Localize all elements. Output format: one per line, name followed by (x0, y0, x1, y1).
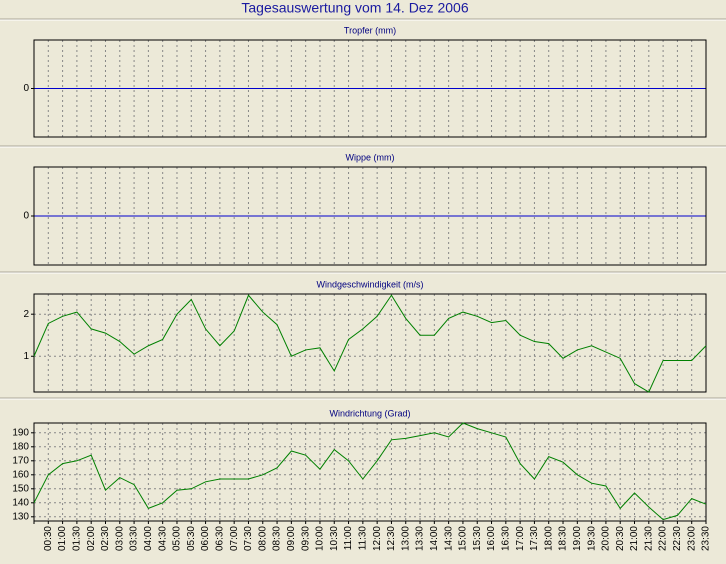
x-tick-label: 06:30 (215, 526, 226, 551)
x-tick-label: 00:30 (43, 526, 54, 551)
plot-frame (33, 293, 707, 393)
plot-frame (33, 39, 707, 138)
y-tick-label: 0 (23, 211, 29, 222)
y-tick-label: 2 (23, 309, 29, 320)
x-tick-label: 19:30 (586, 526, 597, 551)
y-tick-label: 130 (12, 511, 29, 522)
x-tick-label: 08:30 (272, 526, 283, 551)
y-tick-label: 0 (23, 83, 29, 94)
x-tick-label: 18:30 (558, 526, 569, 551)
x-tick-label: 05:30 (186, 526, 197, 551)
x-tick-label: 06:00 (200, 526, 211, 551)
x-tick-label: 08:00 (257, 526, 268, 551)
y-tick-label: 140 (12, 497, 29, 508)
x-tick-label: 09:00 (286, 526, 297, 551)
data-line (33, 422, 707, 521)
x-tick-label: 14:30 (443, 526, 454, 551)
x-tick-label: 17:30 (529, 526, 540, 551)
x-tick-label: 05:00 (172, 526, 183, 551)
y-tick-label: 150 (12, 483, 29, 494)
x-tick-label: 01:00 (57, 526, 68, 551)
x-tick-label: 20:30 (615, 526, 626, 551)
x-tick-label: 02:00 (86, 526, 97, 551)
plot-frame (33, 422, 707, 522)
x-tick-label: 03:00 (114, 526, 125, 551)
x-tick-label: 16:30 (500, 526, 511, 551)
x-tick-label: 12:00 (372, 526, 383, 551)
x-tick-label: 17:00 (515, 526, 526, 551)
x-tick-label: 04:30 (157, 526, 168, 551)
x-tick-label: 04:00 (143, 526, 154, 551)
x-tick-label: 11:00 (343, 526, 354, 551)
x-tick-label: 15:00 (458, 526, 469, 551)
x-tick-label: 03:30 (129, 526, 140, 551)
x-tick-label: 13:00 (400, 526, 411, 551)
panel-title: Tropfer (mm) (344, 25, 396, 35)
x-tick-label: 11:30 (357, 526, 368, 551)
x-tick-label: 13:30 (415, 526, 426, 551)
x-tick-label: 12:30 (386, 526, 397, 551)
y-tick-label: 170 (12, 455, 29, 466)
x-tick-label: 07:30 (243, 526, 254, 551)
x-tick-label: 21:30 (643, 526, 654, 551)
x-tick-label: 15:30 (472, 526, 483, 551)
plot-frame (33, 166, 707, 266)
x-tick-label: 22:00 (658, 526, 669, 551)
x-tick-label: 23:00 (686, 526, 697, 551)
x-tick-label: 22:30 (672, 526, 683, 551)
panel-title: Wippe (mm) (346, 152, 395, 162)
y-tick-label: 180 (12, 441, 29, 452)
x-tick-label: 02:30 (100, 526, 111, 551)
y-tick-label: 190 (12, 427, 29, 438)
x-tick-label: 01:30 (72, 526, 83, 551)
page-title: Tagesauswertung vom 14. Dez 2006 (241, 0, 468, 16)
x-tick-label: 09:30 (300, 526, 311, 551)
x-tick-label: 14:00 (429, 526, 440, 551)
x-tick-label: 16:00 (486, 526, 497, 551)
x-tick-label: 19:00 (572, 526, 583, 551)
x-tick-label: 10:30 (329, 526, 340, 551)
x-tick-label: 21:00 (629, 526, 640, 551)
panel-title: Windrichtung (Grad) (329, 408, 410, 418)
x-tick-label: 23:30 (701, 526, 712, 551)
x-tick-label: 10:00 (315, 526, 326, 551)
x-tick-label: 20:00 (601, 526, 612, 551)
x-tick-label: 18:00 (543, 526, 554, 551)
panel-title: Windgeschwindigkeit (m/s) (316, 279, 423, 289)
y-tick-label: 160 (12, 469, 29, 480)
x-tick-label: 07:00 (229, 526, 240, 551)
y-tick-label: 1 (23, 351, 29, 362)
data-line (33, 294, 707, 393)
